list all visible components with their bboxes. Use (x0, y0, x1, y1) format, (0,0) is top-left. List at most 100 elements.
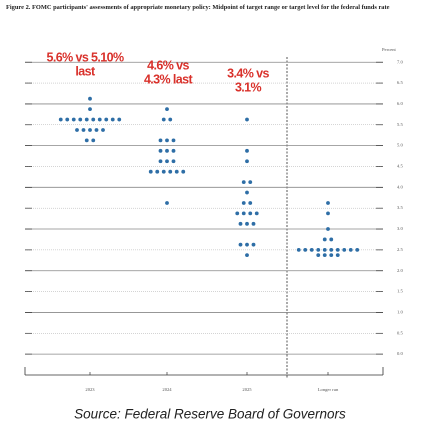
annotation: last (75, 64, 96, 78)
dot (75, 128, 79, 132)
y-tick-label: 2.0 (397, 268, 403, 273)
dot (158, 159, 163, 164)
dot (235, 211, 240, 216)
dot (65, 117, 70, 122)
dot (326, 227, 330, 231)
chart-title: Figure 2. FOMC participants' assessments… (6, 4, 390, 11)
dot (88, 107, 92, 112)
annotation: 4.6% vs (147, 58, 189, 72)
y-tick-label: 4.5 (397, 164, 403, 169)
dot (88, 128, 92, 132)
dot (171, 138, 176, 143)
dot (158, 148, 163, 153)
dot (155, 169, 160, 174)
dot (296, 247, 301, 252)
y-tick-label: 1.5 (397, 289, 403, 294)
y-tick-label: 3.0 (397, 226, 403, 231)
dot (326, 201, 330, 205)
y-tick-label: 1.0 (397, 310, 403, 315)
annotation: 4.3% last (144, 72, 194, 86)
dot (335, 253, 340, 257)
dot (245, 253, 249, 257)
dot (181, 169, 186, 174)
dot (355, 247, 360, 252)
dot (165, 148, 169, 153)
y-tick-label: 2.5 (397, 247, 403, 252)
dot (329, 237, 334, 242)
dot (158, 138, 163, 143)
dot (329, 247, 334, 252)
y-tick-label: 3.5 (397, 205, 403, 210)
dot (168, 169, 173, 174)
dot (161, 117, 166, 122)
dot (148, 169, 153, 174)
y-tick-label: 6.5 (397, 80, 403, 85)
dot (309, 247, 314, 252)
dot (165, 138, 169, 143)
annotation: 3.1% (235, 80, 262, 94)
dot (245, 159, 249, 164)
dot (316, 247, 321, 252)
dot (174, 169, 179, 174)
annotation: 3.4% vs (227, 66, 269, 80)
dot (161, 169, 166, 174)
dot (254, 211, 259, 216)
dot (322, 237, 327, 242)
y-tick-label: 4.0 (397, 184, 403, 189)
dot (251, 221, 256, 226)
dot (329, 253, 334, 257)
dot (168, 117, 173, 122)
dot (91, 117, 96, 122)
dot (117, 117, 122, 122)
dot (238, 242, 243, 247)
dot (71, 117, 76, 122)
y-tick-label: 7.0 (397, 59, 403, 64)
y-tick-label: 5.5 (397, 122, 403, 127)
dot (84, 138, 89, 143)
dot (241, 201, 246, 205)
dot (88, 96, 92, 101)
dot (91, 138, 96, 143)
dot (322, 247, 327, 252)
annotation: 5.6% vs 5.10% (47, 50, 124, 64)
dot (348, 247, 353, 252)
dot (110, 117, 115, 122)
y-axis-label: Percent (382, 47, 396, 52)
dot (251, 242, 256, 247)
dot (165, 159, 169, 164)
y-tick-label: 5.0 (397, 143, 403, 148)
dot (248, 180, 253, 185)
dot (238, 221, 243, 226)
dot (104, 117, 109, 122)
dot (97, 117, 102, 122)
x-tick-label: 2024 (162, 387, 172, 392)
dot (248, 201, 253, 205)
dot (101, 128, 105, 132)
x-tick-label: 2025 (242, 387, 252, 392)
dot (84, 117, 89, 122)
dot (245, 117, 249, 122)
dot (241, 180, 246, 185)
dot (241, 211, 246, 216)
dot (245, 148, 249, 153)
dot (94, 128, 99, 132)
dot (322, 253, 327, 257)
dot (245, 190, 249, 195)
dot (165, 107, 169, 112)
dot (171, 148, 176, 153)
source: Source: Federal Reserve Board of Governo… (74, 407, 346, 422)
dot (245, 242, 249, 247)
dot (165, 201, 169, 205)
x-tick-label: 2023 (85, 387, 95, 392)
dot (171, 159, 176, 164)
dot (335, 247, 340, 252)
dot (303, 247, 308, 252)
dot (342, 247, 347, 252)
dot (326, 211, 330, 216)
dot (245, 221, 249, 226)
dot (316, 253, 321, 257)
y-tick-label: 0.5 (397, 330, 403, 335)
x-tick-label: Longer run (318, 387, 339, 392)
